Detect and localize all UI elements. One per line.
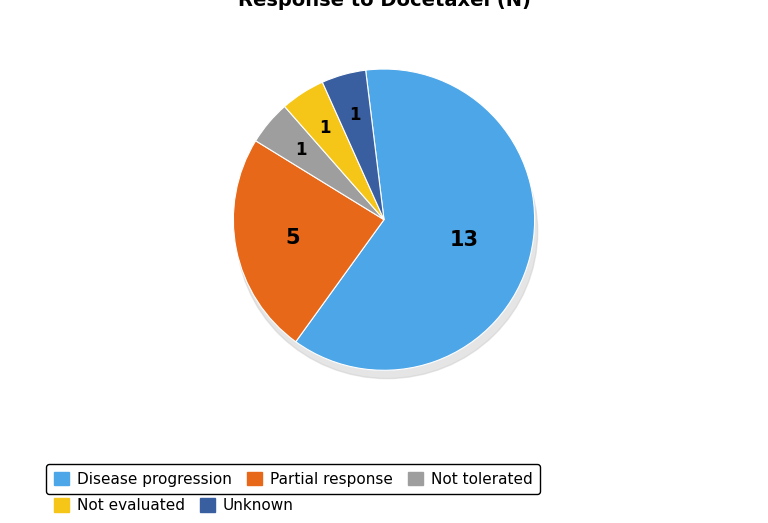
Text: 5: 5 [285, 228, 300, 248]
Legend: Disease progression, Partial response, Not tolerated: Disease progression, Partial response, N… [46, 464, 540, 494]
Wedge shape [285, 82, 384, 220]
Title: Response to Docetaxel (N): Response to Docetaxel (N) [237, 0, 531, 10]
Text: 13: 13 [450, 230, 478, 251]
Wedge shape [323, 70, 384, 220]
Text: 1: 1 [349, 106, 361, 124]
Wedge shape [233, 141, 384, 342]
Wedge shape [296, 69, 535, 370]
Text: 1: 1 [319, 119, 331, 138]
Text: 1: 1 [296, 141, 307, 159]
Legend: Not evaluated, Unknown: Not evaluated, Unknown [46, 490, 301, 520]
Wedge shape [256, 107, 384, 220]
Ellipse shape [237, 85, 538, 379]
